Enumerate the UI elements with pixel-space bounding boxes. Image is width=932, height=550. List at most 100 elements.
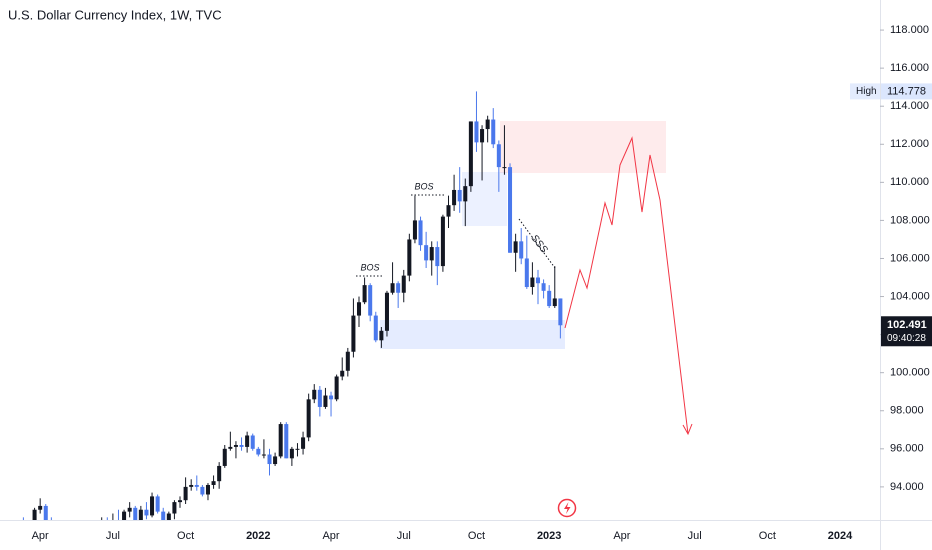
candle-body (474, 121, 479, 143)
candle-body (558, 298, 563, 326)
candle-body (144, 509, 149, 516)
candle-body (356, 302, 362, 316)
candle-body (183, 486, 188, 501)
candle-body (222, 448, 227, 466)
high-tag-bg (850, 83, 880, 100)
x-tick-label: Jul (106, 530, 120, 542)
candle-body (480, 129, 485, 143)
drawings (356, 121, 693, 436)
candle-body (452, 189, 457, 206)
candle-body (166, 513, 171, 520)
candle-body (351, 315, 356, 352)
y-tick-label: 96.000 (890, 443, 924, 455)
candle-body (217, 465, 222, 482)
alert-icon[interactable] (557, 498, 577, 518)
projection-path (564, 136, 689, 435)
candle-body (256, 448, 261, 455)
candle-body (535, 277, 541, 284)
last-price-bg (881, 316, 932, 347)
candle-body (547, 290, 552, 307)
x-tick-label: Apr (322, 530, 339, 542)
candle-body (552, 298, 557, 307)
projection-arrow (682, 423, 693, 436)
price-axis: 94.00096.00098.000100.000102.000104.0001… (880, 24, 930, 493)
candle-body (261, 454, 266, 456)
candle-body (435, 247, 440, 267)
candle-body (340, 370, 345, 377)
candle-body (312, 389, 317, 400)
y-tick-label: 110.000 (890, 176, 929, 188)
candle-body (446, 205, 451, 217)
candle-body (323, 395, 328, 407)
candle-body (245, 435, 250, 447)
candle-body (250, 435, 255, 449)
candle-body (122, 511, 127, 520)
candle-body (211, 481, 216, 485)
candle-body (524, 258, 529, 288)
y-tick-label: 98.000 (890, 405, 924, 417)
candle-body (155, 496, 160, 512)
candle-body (396, 283, 401, 293)
y-tick-label: 94.000 (890, 481, 924, 493)
candle-body (267, 454, 272, 465)
candle-body (530, 277, 535, 288)
annotation: BOS (414, 181, 433, 191)
candle-body (301, 437, 306, 449)
x-tick-label: Oct (468, 530, 485, 542)
candle-body (468, 121, 473, 187)
high-value-bg (881, 83, 932, 100)
candle-body (133, 507, 138, 520)
candle-body (508, 167, 513, 253)
x-tick-label: Oct (177, 530, 194, 542)
y-tick-label: 108.000 (890, 214, 930, 226)
y-tick-label: 112.000 (890, 138, 929, 150)
candle-body (43, 505, 48, 520)
y-tick-label: 116.000 (890, 62, 929, 74)
candle-body (273, 456, 278, 465)
candle-body (401, 275, 406, 293)
candle-body (412, 220, 417, 240)
candle-body (200, 486, 205, 495)
y-tick-label: 106.000 (890, 252, 930, 264)
candle-body (373, 315, 378, 341)
candle-body (138, 509, 143, 520)
candle-body (150, 496, 155, 516)
candle-body (32, 509, 37, 520)
candle-body (418, 220, 423, 246)
y-tick-label: 100.000 (890, 367, 930, 379)
y-tick-label: 104.000 (890, 290, 930, 302)
candle-body (491, 119, 496, 145)
candle-body (38, 505, 43, 510)
candle-body (379, 330, 384, 341)
candle-body (429, 247, 434, 261)
candle-body (485, 119, 490, 130)
candle-body (205, 484, 210, 495)
candle-body (127, 507, 132, 512)
candle-body (228, 446, 233, 449)
candle-body (463, 186, 468, 202)
candle-body (189, 484, 194, 487)
candle-body (519, 241, 524, 259)
candle-body (161, 511, 166, 520)
candle-body (513, 241, 518, 253)
candle-body (317, 389, 322, 407)
y-tick-label: 114.000 (890, 100, 929, 112)
x-tick-label: 2023 (537, 530, 561, 542)
candle-body (424, 245, 429, 261)
candles (22, 91, 563, 520)
high-tag: High (856, 86, 877, 97)
candle-body (390, 283, 395, 293)
candle-body (295, 448, 300, 450)
candle-body (407, 239, 412, 276)
candle-body (177, 500, 183, 503)
y-tick-label: 118.000 (890, 24, 929, 36)
candle-body (496, 144, 501, 168)
candle-body (289, 448, 294, 459)
x-tick-label: Apr (32, 530, 49, 542)
candle-body (239, 445, 244, 447)
x-tick-label: 2022 (246, 530, 270, 542)
chart-title: U.S. Dollar Currency Index, 1W, TVC (8, 7, 222, 22)
x-tick-label: Oct (759, 530, 776, 542)
